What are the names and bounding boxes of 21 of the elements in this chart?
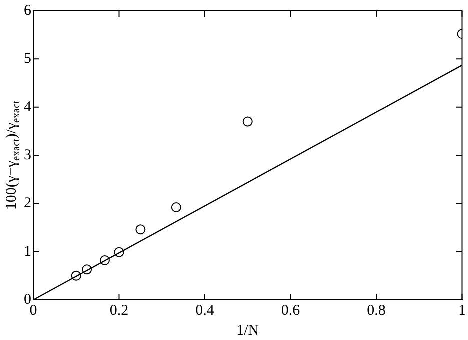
y-axis-title: 100(γ−γexact)/γexact — [4, 100, 22, 210]
point — [136, 224, 146, 235]
point — [100, 256, 110, 266]
y-tick-label: 5 — [24, 51, 32, 68]
x-tick-label: 0.4 — [196, 302, 215, 319]
point — [114, 247, 124, 258]
y-tick-label: 4 — [24, 99, 32, 116]
point — [82, 264, 92, 275]
x-tick-label: 0.2 — [110, 302, 129, 319]
y-tick-label: 1 — [24, 244, 32, 260]
x-tick-label: 0.6 — [281, 302, 301, 319]
x-tick-label: 1 — [458, 302, 466, 319]
point — [171, 202, 182, 213]
x-tick-label: 0.8 — [367, 302, 386, 319]
point — [71, 270, 82, 281]
y-tick-label: 6 — [24, 2, 32, 19]
x-axis-title: 1/N — [236, 322, 260, 339]
y-tick-label: 0 — [24, 292, 32, 308]
y-tick-label: 3 — [24, 147, 32, 164]
y-tick-label: 2 — [24, 196, 32, 212]
point — [242, 116, 253, 127]
